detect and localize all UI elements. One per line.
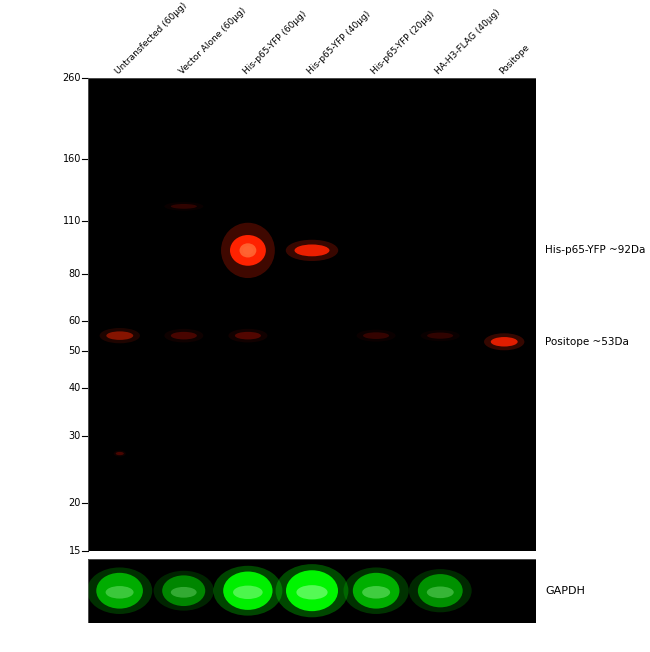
Ellipse shape bbox=[171, 204, 197, 209]
Text: 20: 20 bbox=[69, 498, 81, 509]
Ellipse shape bbox=[286, 570, 338, 611]
Ellipse shape bbox=[294, 244, 330, 256]
Text: 50: 50 bbox=[69, 346, 81, 357]
Text: 15: 15 bbox=[69, 546, 81, 556]
Ellipse shape bbox=[239, 243, 256, 258]
Text: HA-H3-FLAG (40μg): HA-H3-FLAG (40μg) bbox=[434, 7, 502, 76]
Ellipse shape bbox=[105, 586, 134, 599]
Ellipse shape bbox=[228, 329, 267, 342]
Ellipse shape bbox=[171, 587, 197, 598]
Text: Vector Alone (60μg): Vector Alone (60μg) bbox=[177, 6, 248, 76]
Ellipse shape bbox=[87, 567, 152, 614]
Text: Untransfected (60μg): Untransfected (60μg) bbox=[113, 1, 188, 76]
Text: 30: 30 bbox=[69, 431, 81, 441]
Ellipse shape bbox=[230, 235, 266, 266]
Text: His-p65-YFP (40μg): His-p65-YFP (40μg) bbox=[306, 9, 372, 76]
Ellipse shape bbox=[418, 574, 463, 607]
Ellipse shape bbox=[276, 564, 348, 617]
Text: 260: 260 bbox=[62, 73, 81, 83]
Ellipse shape bbox=[223, 572, 272, 610]
Text: Positope: Positope bbox=[498, 42, 531, 76]
Ellipse shape bbox=[107, 331, 133, 340]
Ellipse shape bbox=[421, 330, 460, 341]
Ellipse shape bbox=[235, 332, 261, 340]
Ellipse shape bbox=[343, 567, 409, 614]
Ellipse shape bbox=[233, 585, 263, 599]
Ellipse shape bbox=[153, 570, 214, 611]
Ellipse shape bbox=[357, 330, 396, 342]
Ellipse shape bbox=[116, 452, 124, 455]
Ellipse shape bbox=[243, 246, 253, 255]
Text: 110: 110 bbox=[62, 216, 81, 226]
Ellipse shape bbox=[427, 587, 454, 598]
Ellipse shape bbox=[213, 566, 282, 615]
Text: His-p65-YFP ~92Da: His-p65-YFP ~92Da bbox=[545, 245, 645, 256]
Ellipse shape bbox=[363, 333, 389, 339]
Ellipse shape bbox=[114, 451, 126, 456]
Ellipse shape bbox=[362, 586, 390, 599]
Text: His-p65-YFP (60μg): His-p65-YFP (60μg) bbox=[242, 9, 308, 76]
Ellipse shape bbox=[96, 573, 143, 608]
Ellipse shape bbox=[164, 202, 203, 211]
Text: Positope ~53Da: Positope ~53Da bbox=[545, 337, 629, 347]
Ellipse shape bbox=[484, 333, 525, 350]
Ellipse shape bbox=[171, 332, 197, 340]
Ellipse shape bbox=[286, 240, 338, 261]
Text: 80: 80 bbox=[69, 269, 81, 278]
Text: 60: 60 bbox=[69, 316, 81, 326]
Ellipse shape bbox=[409, 569, 472, 612]
Ellipse shape bbox=[99, 328, 140, 344]
Ellipse shape bbox=[491, 337, 517, 346]
Ellipse shape bbox=[296, 585, 328, 599]
Text: His-p65-YFP (20μg): His-p65-YFP (20μg) bbox=[370, 9, 436, 76]
Ellipse shape bbox=[353, 573, 400, 608]
Ellipse shape bbox=[162, 575, 205, 606]
Text: GAPDH: GAPDH bbox=[545, 585, 585, 596]
Text: 160: 160 bbox=[62, 154, 81, 164]
Ellipse shape bbox=[221, 223, 275, 278]
Ellipse shape bbox=[427, 333, 453, 338]
Text: 40: 40 bbox=[69, 383, 81, 393]
Ellipse shape bbox=[164, 329, 203, 342]
